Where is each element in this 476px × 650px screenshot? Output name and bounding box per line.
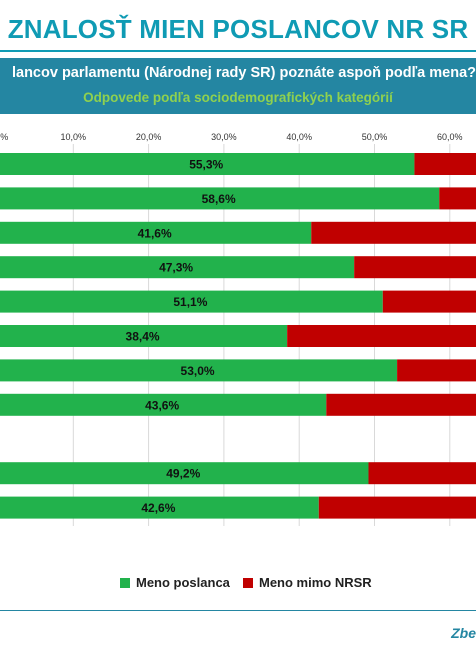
footer-divider xyxy=(0,610,476,611)
legend-swatch-green xyxy=(120,578,130,588)
survey-question: lancov parlamentu (Národnej rady SR) poz… xyxy=(11,65,476,81)
page-title: ZNALOSŤ MIEN POSLANCOV NR SR xyxy=(7,14,469,44)
bar-meno-poslanca xyxy=(0,290,383,313)
legend-label: Meno mimo NRSR xyxy=(259,575,372,590)
bar-meno-mimo-nrsr xyxy=(368,462,476,485)
bar-meno-mimo-nrsr xyxy=(414,153,476,175)
data-label: 49,2% xyxy=(166,467,200,481)
bar-meno-poslanca xyxy=(0,359,398,382)
bar-meno-poslanca xyxy=(0,393,327,416)
bar-meno-mimo-nrsr xyxy=(311,221,476,244)
bar-meno-mimo-nrsr xyxy=(326,393,476,416)
x-tick-label: 60,0% xyxy=(437,132,463,142)
legend-label: Meno poslanca xyxy=(136,575,230,590)
data-label: 53,0% xyxy=(181,364,215,378)
data-label: 58,6% xyxy=(202,192,236,206)
bar-meno-mimo-nrsr xyxy=(382,290,476,313)
x-tick-label: 40,0% xyxy=(286,132,312,142)
x-tick-label: 50,0% xyxy=(362,132,388,142)
bar-meno-poslanca xyxy=(0,325,288,347)
footer-text: Zbe xyxy=(451,625,476,641)
legend-item-meno-mimo-nrsr: Meno mimo NRSR xyxy=(243,575,372,590)
bar-meno-poslanca xyxy=(0,221,312,244)
x-tick-label: 10,0% xyxy=(61,132,87,142)
bar-meno-mimo-nrsr xyxy=(397,359,476,382)
title-divider xyxy=(0,50,476,52)
chart-subtitle: Odpovede podľa sociodemografických kateg… xyxy=(83,90,393,105)
data-label: 43,6% xyxy=(145,398,179,412)
bar-meno-poslanca xyxy=(0,256,355,279)
data-label: 51,1% xyxy=(173,295,207,309)
data-label: 41,6% xyxy=(138,226,172,240)
bar-meno-mimo-nrsr xyxy=(287,325,476,347)
data-label: 47,3% xyxy=(159,261,193,275)
bar-meno-poslanca xyxy=(0,153,415,175)
data-label: 42,6% xyxy=(141,501,175,515)
stacked-bar-chart: 0,0%10,0%20,0%30,0%40,0%50,0%60,0%70,0%5… xyxy=(0,132,476,526)
bar-meno-mimo-nrsr xyxy=(354,256,476,279)
data-label: 38,4% xyxy=(126,330,160,344)
bar-meno-mimo-nrsr xyxy=(439,187,476,210)
legend-item-meno-poslanca: Meno poslanca xyxy=(120,575,230,590)
bar-meno-poslanca xyxy=(0,462,369,485)
x-tick-label: 20,0% xyxy=(136,132,162,142)
question-banner xyxy=(0,58,476,114)
data-label: 55,3% xyxy=(189,158,223,172)
bar-meno-poslanca xyxy=(0,496,319,519)
x-tick-label: 0,0% xyxy=(0,132,8,142)
legend-swatch-red xyxy=(243,578,253,588)
bar-meno-poslanca xyxy=(0,187,440,210)
bar-meno-mimo-nrsr xyxy=(318,496,476,519)
x-tick-label: 30,0% xyxy=(211,132,237,142)
